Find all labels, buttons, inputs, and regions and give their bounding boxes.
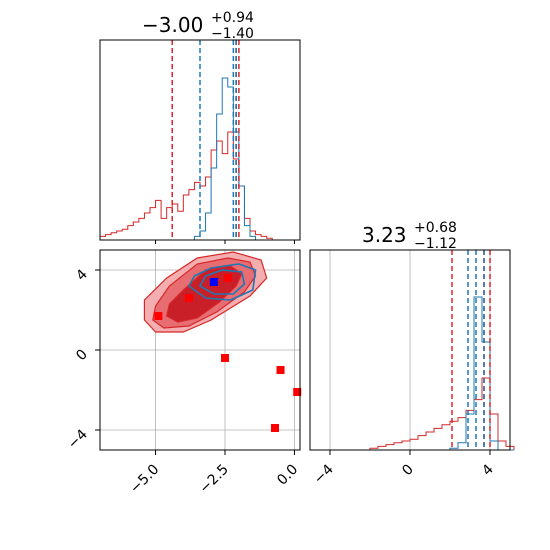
joint-red-marker-4 <box>276 366 285 374</box>
joint-ytick-label-2: 4 <box>73 266 91 284</box>
title-p2-sub: −1.12 <box>414 236 457 252</box>
hist2-xtick-label-1: 0 <box>399 462 417 480</box>
joint-blue-marker-0 <box>209 278 218 286</box>
marginal-histogram-p1 <box>99 40 300 244</box>
title-p1-main: −3.00 <box>142 13 203 37</box>
title-p1: −3.00 +0.94 −1.40 <box>142 10 254 42</box>
marginal-histogram-p2 <box>329 250 515 451</box>
hist2-red-steps <box>369 377 515 450</box>
joint-ytick-label-1: 0 <box>73 347 91 365</box>
hist1-red-steps <box>99 131 300 241</box>
joint-contour-p1-p2 <box>100 250 302 450</box>
joint-red-marker-2 <box>223 274 232 282</box>
joint-xtick-label-2: 0.0 <box>274 462 301 489</box>
joint-red-marker-3 <box>221 354 229 362</box>
joint-xtick-label-0: −5.0 <box>127 462 162 497</box>
title-p2-sup: +0.68 <box>414 220 457 236</box>
title-p1-sub: −1.40 <box>211 26 254 42</box>
hist2-xtick-label-0: −4 <box>311 461 337 487</box>
title-p1-sup: +0.94 <box>211 10 254 26</box>
joint-ytick-label-0: −4 <box>65 426 91 452</box>
joint-blue-contour-0 <box>187 263 257 301</box>
joint-red-marker-0 <box>154 312 163 320</box>
hist2-axes: −4 0 4 <box>311 450 497 487</box>
joint-red-marker-1 <box>184 294 193 302</box>
title-p2: 3.23 +0.68 −1.12 <box>362 220 457 252</box>
joint-xtick-label-1: −2.5 <box>196 462 231 497</box>
joint-red-marker-6 <box>293 388 302 396</box>
frame-hist1 <box>99 39 301 241</box>
hist2-xtick-label-2: 4 <box>479 461 497 479</box>
joint-red-marker-5 <box>271 424 279 432</box>
hist1-blue-steps <box>100 77 300 241</box>
title-p2-main: 3.23 <box>362 223 407 247</box>
joint-blue-contour-1 <box>198 269 246 295</box>
